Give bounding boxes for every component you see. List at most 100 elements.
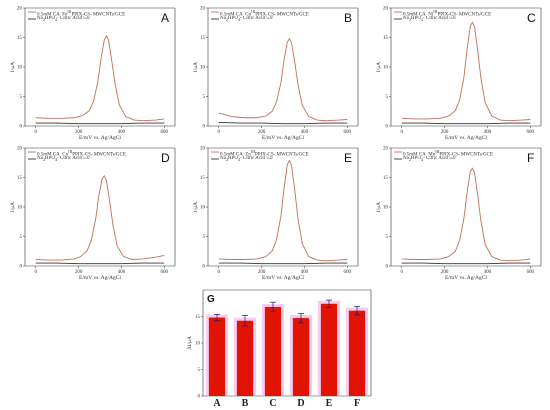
y-tick-label: 15 bbox=[383, 36, 389, 41]
cv-panel-b: 0 200 400 600 0 5 10 15 20 E/mV vs. Ag/AgCl I/μA 0.… bbox=[193, 7, 359, 141]
y-tick-label: 10 bbox=[195, 342, 201, 347]
legend-label-cv: 0.5mM CA FeIIIPPIX-CS- MWCNTs/GCE bbox=[37, 8, 126, 17]
y-tick-label: 10 bbox=[383, 206, 389, 211]
x-axis-label: E/mV vs. Ag/AgCl bbox=[262, 275, 304, 281]
x-axis-label: E/mV vs. Ag/AgCl bbox=[445, 135, 487, 141]
x-category-label: E bbox=[326, 398, 333, 409]
legend-label-baseline: Na2HPO4- Citric Acid 5.0 bbox=[37, 155, 90, 162]
y-tick-label: 20 bbox=[383, 7, 389, 12]
x-axis-label: E/mV vs. Ag/AgCl bbox=[445, 275, 487, 281]
y-tick-label: 5 bbox=[386, 95, 389, 100]
y-tick-label: 15 bbox=[195, 315, 201, 320]
y-axis-label: I/μA bbox=[376, 62, 382, 72]
y-tick-label: 15 bbox=[200, 36, 206, 41]
legend-label-cv: 0.5mM CA CoIIIPPIX-CS- MWCNTs/GCE bbox=[220, 8, 309, 17]
x-category-label: B bbox=[242, 398, 249, 409]
legend-label-cv: 0.5mM CA CuIIIPPIX-CS- MWCNTs/GCE bbox=[37, 148, 126, 157]
x-axis-label: E/mV vs. Ag/AgCl bbox=[79, 275, 121, 281]
x-category-label: C bbox=[269, 398, 276, 409]
y-tick-label: 20 bbox=[200, 7, 206, 12]
x-axis-label: E/mV vs. Ag/AgCl bbox=[79, 135, 121, 141]
legend-label-baseline-wrap: Na2HPO4- Citric Acid 5.0 bbox=[220, 16, 273, 22]
y-axis-label: I/μA bbox=[376, 202, 382, 212]
bar bbox=[264, 306, 282, 396]
bar bbox=[292, 318, 310, 396]
baseline-series-line bbox=[401, 262, 531, 265]
y-tick-label: 15 bbox=[200, 176, 206, 181]
x-tick-label: 0 bbox=[400, 270, 403, 275]
x-axis-label: E/mV vs. Ag/AgCl bbox=[262, 135, 304, 141]
legend-label-baseline-wrap: Na2HPO4- Citric Acid 5.0 bbox=[220, 155, 273, 162]
legend-label-baseline: Na2HPO4- Citric Acid 5.0 bbox=[403, 15, 456, 22]
legend-label-baseline: Na2HPO4- Citric Acid 5.0 bbox=[403, 155, 456, 162]
cv-series-line bbox=[35, 175, 165, 261]
cv-series-line bbox=[401, 21, 531, 122]
y-tick-label: 15 bbox=[17, 176, 23, 181]
x-tick-label: 400 bbox=[301, 270, 309, 275]
x-category-label: D bbox=[297, 398, 304, 409]
x-tick-label: 400 bbox=[484, 130, 492, 135]
y-tick-label: 0 bbox=[20, 265, 23, 270]
y-tick-label: 0 bbox=[386, 265, 389, 270]
legend-label-cv-wrap: 0.5mM CA MnIIIPPIX-CS- MWCNTs/GCE bbox=[403, 149, 493, 157]
baseline-series-line bbox=[401, 122, 531, 125]
legend-label-cv: 0.5mM CA NiIIIPPIX-CS- MWCNTs/GCE bbox=[403, 8, 492, 17]
x-tick-label: 200 bbox=[441, 270, 449, 275]
legend-label-cv-wrap: 0.5mM CA CoIIIPPIX-CS- MWCNTs/GCE bbox=[220, 8, 309, 17]
baseline-series-line bbox=[218, 262, 348, 265]
x-tick-label: 0 bbox=[217, 130, 220, 135]
legend-label-baseline-wrap: Na2HPO4- Citric Acid 5.0 bbox=[37, 155, 90, 162]
y-tick-label: 0 bbox=[386, 125, 389, 130]
x-tick-label: 400 bbox=[301, 130, 309, 135]
y-tick-label: 20 bbox=[383, 147, 389, 152]
bar bbox=[236, 320, 254, 396]
y-tick-label: 5 bbox=[203, 95, 206, 100]
y-tick-label: 10 bbox=[17, 206, 23, 211]
panel-label: G bbox=[207, 294, 215, 305]
x-tick-label: 600 bbox=[161, 130, 169, 135]
x-tick-label: 0 bbox=[400, 130, 403, 135]
panel-label: C bbox=[527, 11, 536, 25]
y-axis-label: I/μA bbox=[193, 202, 199, 212]
y-tick-label: 5 bbox=[20, 235, 23, 240]
legend-label-cv-wrap: 0.5mM CA NiIIIPPIX-CS- MWCNTs/GCE bbox=[403, 8, 492, 17]
y-tick-label: 0 bbox=[198, 395, 201, 400]
legend-label-baseline: Na2HPO4- Citric Acid 5.0 bbox=[220, 155, 273, 162]
cv-panel-a: 0 200 400 600 0 5 10 15 20 E/mV vs. Ag/AgCl I/μA 0.… bbox=[10, 7, 176, 141]
cv-panel-c: 0 200 400 600 0 5 10 15 20 E/mV vs. Ag/AgCl I/μA 0.… bbox=[376, 7, 542, 141]
x-tick-label: 600 bbox=[527, 270, 535, 275]
y-tick-label: 15 bbox=[17, 36, 23, 41]
cv-series-line bbox=[401, 167, 531, 262]
legend-label-baseline-wrap: Na2HPO4- Citric Acid 5.0 bbox=[37, 15, 90, 22]
legend-label-baseline: Na2HPO4- Citric Acid 5.0 bbox=[37, 15, 90, 22]
x-tick-label: 0 bbox=[217, 270, 220, 275]
y-tick-label: 20 bbox=[200, 147, 206, 152]
panel-label: B bbox=[344, 11, 352, 25]
panel-label: A bbox=[161, 11, 169, 25]
cv-panel-d: 0 200 400 600 0 5 10 15 20 E/mV vs. Ag/AgCl I/μA 0.… bbox=[10, 147, 176, 281]
bar bbox=[320, 303, 338, 396]
x-category-label: F bbox=[354, 398, 360, 409]
cv-series-line bbox=[218, 38, 348, 122]
cv-series-line bbox=[218, 159, 348, 262]
x-tick-label: 0 bbox=[34, 270, 37, 275]
y-tick-label: 5 bbox=[203, 235, 206, 240]
x-tick-label: 200 bbox=[75, 130, 83, 135]
y-axis-label: I/μA bbox=[193, 62, 199, 72]
cv-series-line bbox=[35, 35, 165, 122]
bar bbox=[348, 310, 366, 396]
legend-label-cv-wrap: 0.5mM CA CuIIIPPIX-CS- MWCNTs/GCE bbox=[37, 148, 126, 157]
y-tick-label: 5 bbox=[386, 235, 389, 240]
panel-label: F bbox=[527, 151, 534, 165]
bar-panel-g: 0 5 10 15 ΔI/μA A B C D E F G bbox=[186, 282, 386, 410]
baseline-series-line bbox=[218, 122, 348, 125]
x-tick-label: 200 bbox=[258, 130, 266, 135]
legend-label-cv-wrap: 0.5mM CA ZnIIIPPIX-CS- MWCNTs/GCE bbox=[220, 148, 309, 157]
baseline-series-line bbox=[35, 122, 165, 125]
legend-label-cv: 0.5mM CA ZnIIIPPIX-CS- MWCNTs/GCE bbox=[220, 148, 309, 157]
y-tick-label: 0 bbox=[203, 265, 206, 270]
cv-panel-e: 0 200 400 600 0 5 10 15 20 E/mV vs. Ag/AgCl I/μA 0.… bbox=[193, 147, 359, 281]
x-tick-label: 400 bbox=[484, 270, 492, 275]
y-tick-label: 0 bbox=[203, 125, 206, 130]
x-tick-label: 200 bbox=[441, 130, 449, 135]
